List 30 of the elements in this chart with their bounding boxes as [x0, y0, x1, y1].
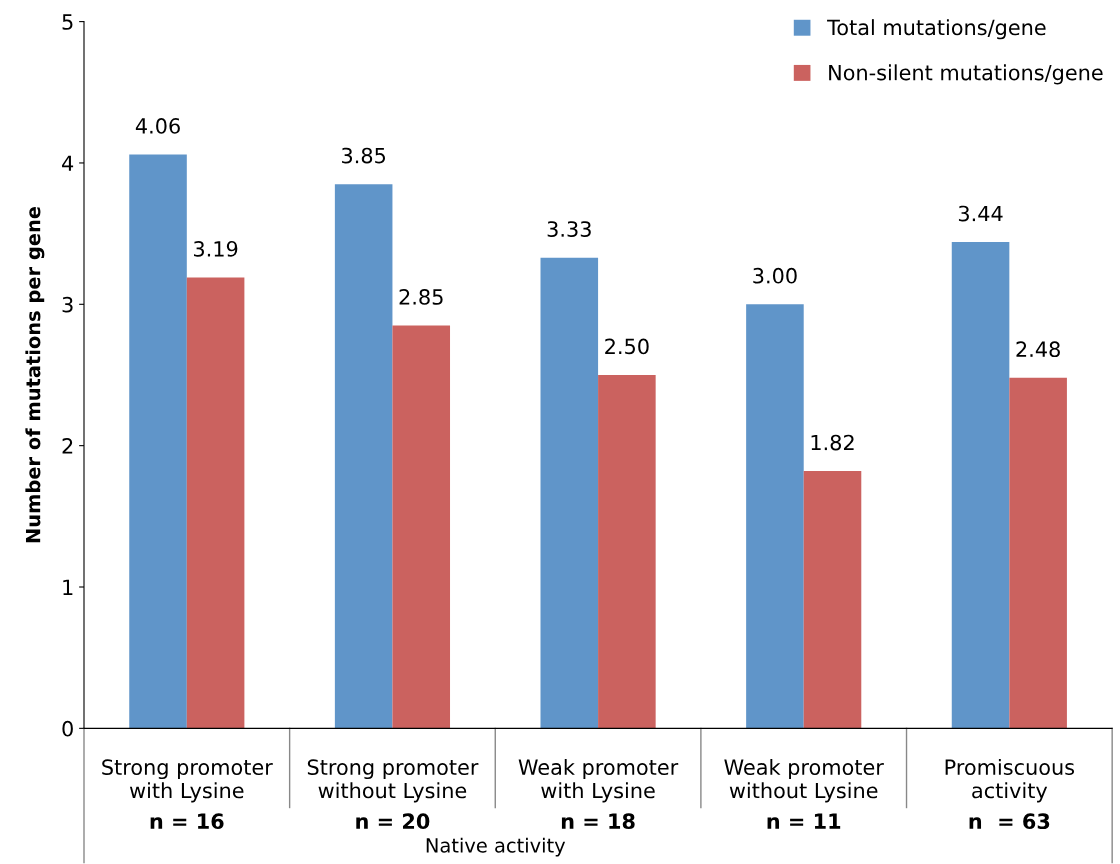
data-label: 2.50 [605, 338, 649, 355]
x-tick-label: Weak promoter with Lysine [518, 758, 679, 803]
text: n = 18 [561, 813, 635, 830]
x-tick-label: Weak promoter without Lysine [724, 758, 884, 803]
data-label: 3.85 [342, 147, 386, 164]
x-tick-label: Promiscuous activity [945, 758, 1075, 803]
text: Native activity [426, 837, 566, 857]
data-label: 2.48 [1016, 341, 1060, 358]
y-tick-label: 0 [62, 720, 73, 737]
text: n = 11 [767, 813, 841, 829]
x-tick-label: Strong promoter with Lysine [102, 759, 273, 803]
x-tick-label: Strong promoter without Lysine [307, 759, 479, 803]
data-label: 1.82 [811, 434, 854, 451]
data-label: 2.85 [399, 289, 443, 305]
data-label: 3.00 [753, 267, 797, 284]
data-label: 4.06 [135, 118, 180, 134]
data-label: 3.44 [958, 205, 1003, 222]
legend-label: Non-silent mutations/gene [829, 64, 1103, 85]
y-tick-label: 1 [63, 579, 73, 595]
y-axis-title: Number of mutations per gene [25, 206, 45, 543]
y-tick-label: 5 [62, 14, 73, 30]
data-label: 3.33 [547, 221, 591, 237]
data-label: 3.19 [194, 240, 238, 257]
legend-label: Total mutations/gene [827, 19, 1046, 40]
y-tick-label: 4 [62, 155, 74, 171]
y-tick-label: 3 [62, 296, 73, 313]
text: n = 16 [150, 813, 224, 830]
text: n = 20 [356, 813, 430, 830]
y-tick-label: 2 [62, 438, 73, 454]
text: n = 63 [969, 813, 1050, 830]
